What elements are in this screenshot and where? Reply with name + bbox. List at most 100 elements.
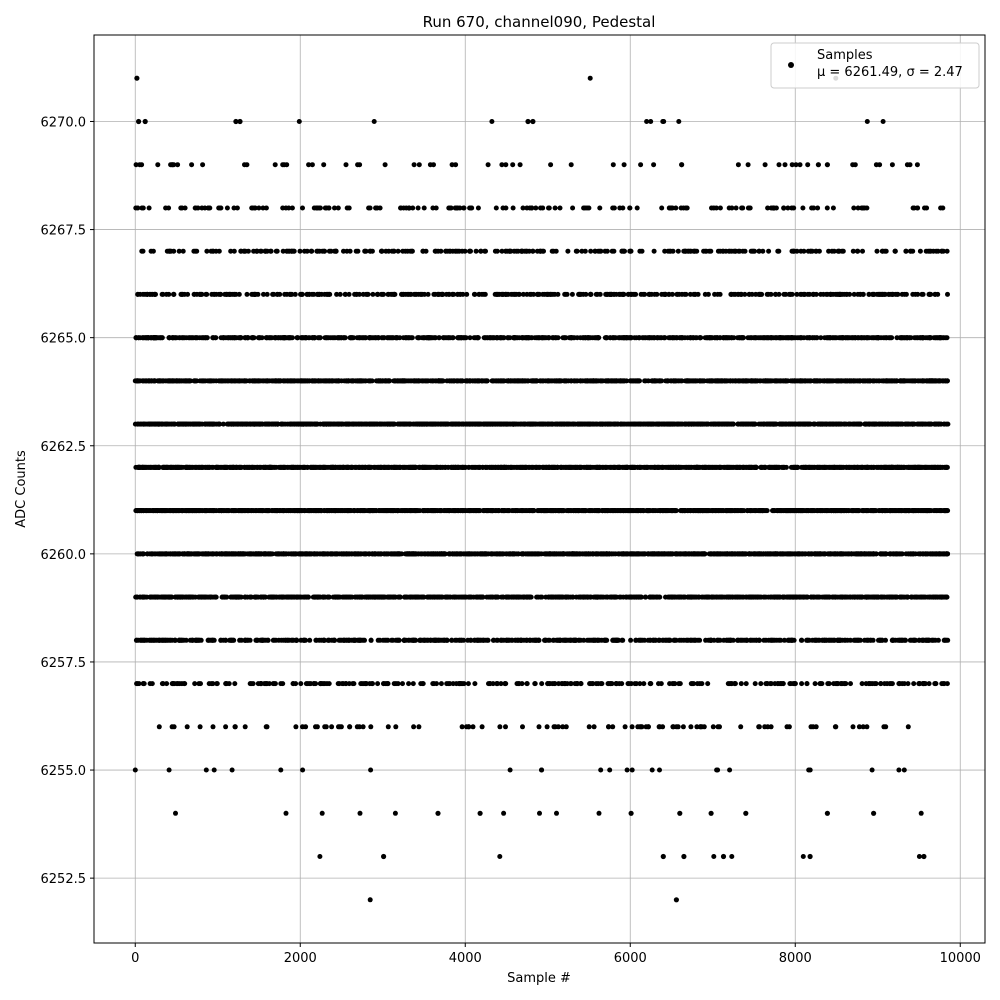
sample-point — [860, 724, 866, 730]
sample-point — [685, 637, 691, 643]
sample-point — [161, 508, 167, 514]
sample-point — [615, 551, 621, 557]
sample-point — [453, 551, 458, 557]
sample-point — [653, 637, 659, 643]
sample-point — [161, 637, 167, 643]
sample-point — [438, 681, 444, 687]
sample-point — [504, 508, 510, 514]
sample-point — [715, 508, 721, 514]
sample-point — [171, 508, 177, 514]
sample-point — [715, 724, 721, 730]
sample-point — [503, 724, 508, 730]
sample-point — [742, 637, 748, 643]
sample-point — [452, 594, 458, 600]
sample-point — [736, 508, 741, 514]
sample-point — [472, 637, 478, 643]
sample-point — [149, 551, 155, 557]
sample-point — [770, 637, 776, 643]
sample-point — [613, 681, 619, 687]
sample-point — [825, 681, 831, 687]
sample-point — [817, 551, 823, 557]
sample-point — [793, 508, 799, 514]
sample-point — [603, 637, 609, 643]
sample-point — [464, 551, 470, 557]
sample-point — [878, 594, 884, 600]
sample-point — [172, 594, 178, 600]
sample-point — [629, 767, 635, 773]
sample-point — [797, 594, 803, 600]
sample-point — [485, 637, 491, 643]
sample-point — [614, 594, 620, 600]
sample-point — [688, 508, 693, 514]
sample-point — [910, 551, 916, 557]
sample-point — [943, 594, 949, 600]
sample-point — [343, 637, 349, 643]
sample-point — [703, 637, 709, 643]
sample-point — [264, 681, 269, 687]
sample-point — [886, 594, 892, 600]
sample-point — [911, 681, 917, 687]
sample-point — [210, 724, 216, 730]
sample-point — [758, 681, 764, 687]
sample-point — [518, 637, 524, 643]
sample-point — [203, 767, 209, 773]
sample-point — [587, 551, 593, 557]
sample-point — [562, 637, 568, 643]
sample-point — [447, 551, 453, 557]
sample-point — [249, 551, 255, 557]
sample-point — [159, 594, 165, 600]
sample-point — [283, 637, 288, 643]
sample-point — [763, 637, 769, 643]
sample-point — [480, 637, 486, 643]
sample-point — [164, 681, 170, 687]
sample-point — [799, 681, 805, 687]
sample-point — [552, 681, 558, 687]
sample-point — [320, 637, 326, 643]
sample-point — [906, 508, 912, 514]
sample-point — [584, 594, 590, 600]
sample-point — [396, 594, 402, 600]
sample-point — [336, 594, 342, 600]
sample-point — [776, 637, 782, 643]
sample-point — [943, 508, 949, 514]
sample-point — [670, 681, 675, 687]
sample-point — [922, 681, 928, 687]
sample-point — [358, 681, 364, 687]
sample-point — [336, 637, 342, 643]
sample-point — [411, 724, 417, 730]
sample-point — [459, 551, 465, 557]
sample-point — [233, 594, 238, 600]
sample-point — [804, 681, 810, 687]
sample-point — [347, 724, 353, 730]
sample-point — [452, 508, 457, 514]
sample-point — [735, 637, 741, 643]
sample-point — [715, 637, 720, 643]
sample-point — [179, 508, 184, 514]
sample-point — [915, 594, 920, 600]
sample-point — [916, 637, 922, 643]
sample-point — [525, 551, 531, 557]
sample-point — [582, 551, 588, 557]
sample-point — [520, 724, 525, 730]
sample-point — [578, 681, 584, 687]
sample-point — [785, 508, 791, 514]
sample-point — [218, 637, 224, 643]
sample-point — [751, 637, 757, 643]
sample-point — [622, 724, 628, 730]
sample-point — [876, 637, 881, 643]
sample-point — [358, 551, 364, 557]
sample-point — [549, 508, 555, 514]
sample-point — [710, 724, 716, 730]
sample-point — [859, 681, 865, 687]
sample-point — [438, 551, 444, 557]
sample-point — [262, 551, 268, 557]
sample-point — [472, 551, 478, 557]
sample-point — [313, 724, 318, 730]
sample-point — [514, 594, 520, 600]
sample-point — [941, 551, 947, 557]
sample-point — [329, 724, 335, 730]
sample-point — [509, 637, 515, 643]
sample-point — [193, 637, 198, 643]
sample-point — [264, 508, 270, 514]
